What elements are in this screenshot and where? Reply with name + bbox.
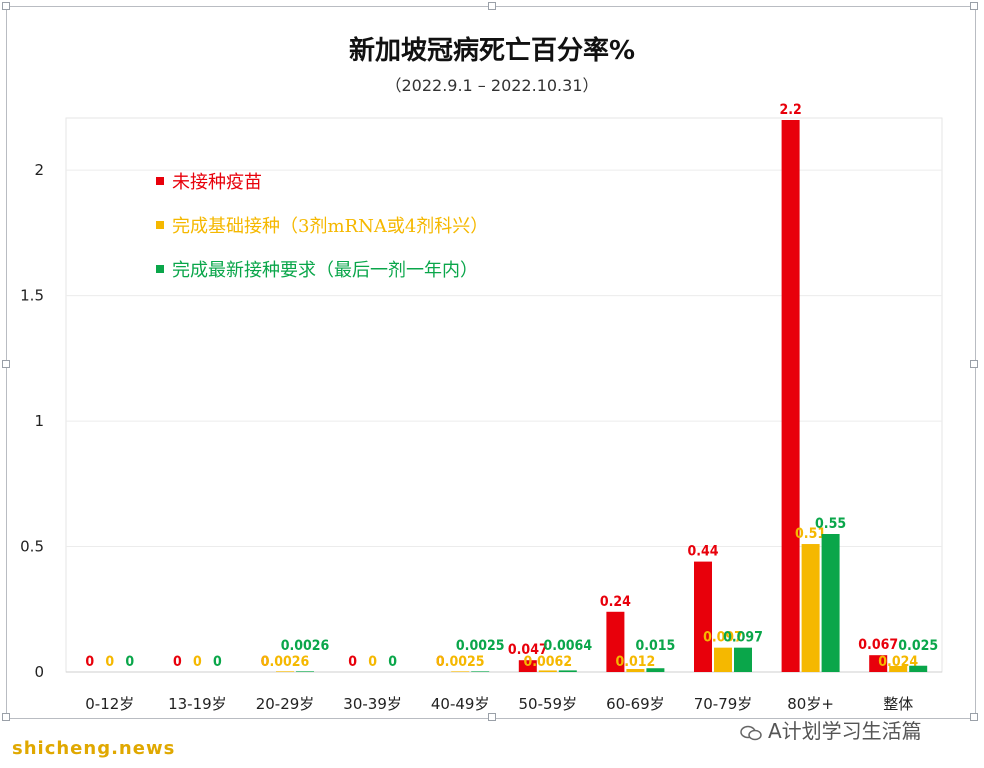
data-label: 0 bbox=[173, 654, 182, 670]
y-tick-label: 1.5 bbox=[20, 287, 44, 305]
data-label: 0.0062 bbox=[523, 654, 572, 670]
data-label: 0 bbox=[436, 654, 445, 670]
bar bbox=[471, 671, 490, 672]
data-label: 0 bbox=[213, 654, 222, 670]
data-label: 0.097 bbox=[723, 630, 763, 646]
bar bbox=[781, 120, 800, 672]
data-label: 0.51 bbox=[795, 526, 826, 542]
data-label: 0 bbox=[368, 654, 377, 670]
bar bbox=[626, 668, 645, 672]
y-tick-label: 0.5 bbox=[20, 538, 44, 556]
data-label: 0.0026 bbox=[281, 638, 330, 654]
bar bbox=[518, 660, 537, 672]
y-tick-label: 2 bbox=[34, 161, 44, 179]
data-label: 0.0025 bbox=[456, 638, 505, 654]
data-label: 0.025 bbox=[898, 638, 938, 654]
data-label: 0 bbox=[125, 654, 134, 670]
data-label: 0 bbox=[193, 654, 202, 670]
data-label: 0.0025 bbox=[436, 654, 485, 670]
resize-handle[interactable] bbox=[488, 713, 496, 721]
chart-title: 新加坡冠病死亡百分率% bbox=[348, 36, 636, 66]
y-tick-label: 0 bbox=[34, 663, 44, 681]
data-label: 0 bbox=[348, 654, 357, 670]
x-tick-label: 20-29岁 bbox=[256, 695, 315, 713]
x-tick-label: 80岁+ bbox=[787, 695, 834, 713]
bar bbox=[558, 670, 577, 672]
data-label: 0 bbox=[388, 654, 397, 670]
resize-handle[interactable] bbox=[2, 2, 10, 10]
resize-handle[interactable] bbox=[2, 360, 10, 368]
bar bbox=[646, 668, 665, 672]
bar bbox=[889, 665, 908, 672]
legend-swatch bbox=[156, 177, 164, 185]
resize-handle[interactable] bbox=[2, 713, 10, 721]
data-label: 0.015 bbox=[635, 638, 675, 654]
legend-swatch bbox=[156, 221, 164, 229]
x-tick-label: 0-12岁 bbox=[85, 695, 134, 713]
data-label: 0 bbox=[85, 654, 94, 670]
bar bbox=[276, 671, 294, 672]
data-label: 0.44 bbox=[687, 544, 718, 560]
resize-handle[interactable] bbox=[488, 2, 496, 10]
data-label: 0.067 bbox=[858, 637, 898, 653]
data-label: 0.0064 bbox=[543, 638, 592, 654]
x-tick-label: 30-39岁 bbox=[343, 695, 402, 713]
bar bbox=[538, 670, 557, 672]
x-tick-label: 13-19岁 bbox=[168, 695, 227, 713]
watermark: A计划学习生活篇 bbox=[740, 715, 922, 744]
x-tick-label: 40-49岁 bbox=[431, 695, 490, 713]
x-tick-label: 整体 bbox=[883, 695, 913, 713]
bar bbox=[694, 561, 712, 672]
chart-subtitle: （2022.9.1 – 2022.10.31） bbox=[385, 76, 599, 95]
bar bbox=[606, 611, 625, 672]
data-label: 0 bbox=[105, 654, 114, 670]
bar bbox=[734, 647, 752, 672]
chat-bubble-icon bbox=[740, 722, 762, 740]
legend-label: 完成基础接种（3剂mRNA或4剂科兴） bbox=[172, 216, 488, 237]
data-label: 0.024 bbox=[878, 654, 918, 670]
bar bbox=[451, 671, 470, 672]
bar bbox=[714, 647, 732, 672]
data-label: 0.047 bbox=[508, 642, 548, 658]
data-label: 0.24 bbox=[600, 594, 631, 610]
data-label: 0.012 bbox=[615, 654, 655, 670]
data-label: 0.097 bbox=[703, 630, 743, 646]
bar bbox=[869, 655, 888, 672]
data-label: 0 bbox=[261, 654, 270, 670]
y-tick-label: 1 bbox=[34, 412, 44, 430]
bar bbox=[909, 665, 928, 672]
bar bbox=[801, 544, 820, 672]
source-footer: shicheng.news bbox=[12, 738, 176, 759]
resize-handle[interactable] bbox=[970, 360, 978, 368]
resize-handle[interactable] bbox=[970, 2, 978, 10]
data-label: 0.55 bbox=[815, 516, 846, 532]
data-label: 2.2 bbox=[779, 102, 801, 118]
resize-handle[interactable] bbox=[970, 713, 978, 721]
x-tick-label: 50-59岁 bbox=[519, 695, 578, 713]
x-tick-label: 60-69岁 bbox=[606, 695, 665, 713]
legend-label: 完成最新接种要求（最后一剂一年内） bbox=[172, 260, 478, 281]
legend-swatch bbox=[156, 265, 164, 273]
x-tick-label: 70-79岁 bbox=[694, 695, 753, 713]
legend-label: 未接种疫苗 bbox=[172, 172, 262, 193]
bar bbox=[821, 534, 840, 672]
data-label: 0.0026 bbox=[261, 654, 310, 670]
bar bbox=[296, 671, 314, 672]
watermark-text: A计划学习生活篇 bbox=[768, 719, 922, 743]
